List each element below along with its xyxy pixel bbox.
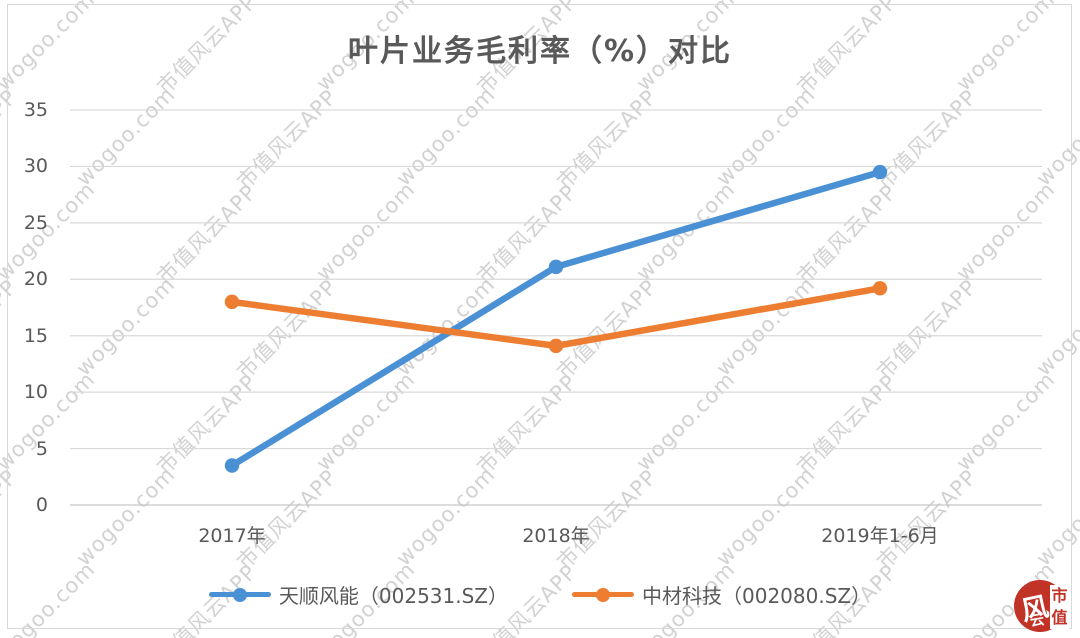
series-line-0 — [228, 168, 884, 469]
y-tick-label: 15 — [23, 324, 48, 347]
watermark-text: wogoo.com — [1031, 462, 1080, 571]
legend: 天顺风能（002531.SZ） 中材科技（002080.SZ） — [0, 580, 1080, 609]
logo-vertical-text: 市 值 — [1050, 585, 1069, 629]
data-point-marker — [224, 294, 240, 310]
legend-marker-icon — [596, 587, 610, 602]
watermark-text: wogoo.com — [391, 82, 500, 191]
watermark-text: wogoo.com — [951, 367, 1060, 476]
x-axis-label: 2018年 — [522, 525, 590, 547]
watermark-text: 市值风云APP — [232, 274, 342, 385]
y-tick-label: 35 — [23, 99, 48, 121]
y-tick-label: 0 — [35, 494, 48, 516]
data-point-marker — [224, 458, 240, 473]
watermark-text: wogoo.com — [631, 177, 740, 286]
legend-label: 中材科技（002080.SZ） — [642, 584, 872, 608]
legend-swatch — [572, 587, 634, 602]
watermark-text: 市值风云APP — [0, 464, 22, 575]
data-point-marker — [872, 164, 888, 180]
watermark-text: 市值风云APP — [792, 179, 902, 290]
watermark-text: 市值风云APP — [0, 0, 23, 6]
watermark-text: wogoo.com — [391, 272, 500, 381]
watermark-text: 市值风云APP — [472, 369, 582, 480]
watermark-text: wogoo.com — [711, 82, 820, 191]
x-axis-label: 2017年 — [198, 525, 266, 547]
watermark-text: 市值风云APP — [152, 179, 262, 290]
watermark-text: wogoo.com — [311, 367, 420, 476]
y-tick-label: 20 — [23, 268, 48, 291]
x-axis-label: 2019年1-6月 — [821, 525, 939, 547]
watermark-text: wogoo.com — [1031, 82, 1080, 191]
legend-item-tianshun: 天顺风能（002531.SZ） — [208, 580, 508, 609]
watermark-text: wogoo.com — [391, 462, 500, 571]
data-point-marker — [548, 338, 564, 354]
watermark-text: 市值风云APP — [232, 464, 342, 575]
watermark-text: 市值风云APP — [872, 464, 982, 575]
y-tick-label: 25 — [23, 211, 48, 234]
watermark-text: wogoo.com — [711, 462, 820, 571]
watermark-text: 市值风云APP — [872, 84, 982, 195]
legend-item-zhongcai: 中材科技（002080.SZ） — [572, 580, 871, 609]
watermark-text: wogoo.com — [71, 82, 180, 191]
y-tick-label: 30 — [23, 155, 48, 178]
logo-char-bottom: 值 — [1051, 608, 1068, 627]
watermark-text: 市值风云APP — [869, 0, 983, 6]
logo-char-top: 市 — [1051, 586, 1068, 605]
data-point-marker — [548, 259, 564, 275]
legend-swatch — [208, 587, 271, 602]
series-line-1 — [228, 285, 884, 350]
watermark-text: 市值风云APP — [552, 84, 662, 195]
watermark-text: wogoo.com — [71, 272, 180, 381]
watermark-text: 市值风云APP — [792, 369, 902, 480]
watermark-text: 市值风云APP — [552, 274, 662, 385]
watermark-text: 市值风云APP — [872, 274, 982, 385]
watermark-text: wogoo.com — [1031, 272, 1080, 381]
legend-label: 天顺风能（002531.SZ） — [278, 584, 508, 608]
watermark-text: wogoo.com — [311, 177, 420, 286]
watermark-text: wogoo.com — [951, 177, 1060, 286]
watermark-text: wogoo.com — [631, 367, 740, 476]
watermark-text: 市值风云APP — [549, 0, 663, 6]
data-point-marker — [872, 281, 888, 296]
watermark-text: 市值风云APP — [472, 179, 582, 290]
chart-title: 叶片业务毛利率（%）对比 — [347, 34, 733, 69]
watermark-text: wogoo.com — [711, 272, 820, 381]
wogoo-logo: 风 云 市 值 — [1014, 579, 1076, 635]
watermark-text: 市值风云APP — [152, 369, 262, 480]
legend-marker-icon — [232, 587, 247, 602]
watermark-text: 市值风云APP — [552, 464, 662, 575]
watermark-text: 市值风云APP — [229, 0, 343, 6]
y-tick-label: 5 — [35, 437, 48, 460]
watermark-text: 市值风云APP — [232, 84, 342, 195]
watermark-text: wogoo.com — [71, 462, 180, 571]
y-tick-label: 10 — [23, 381, 48, 404]
